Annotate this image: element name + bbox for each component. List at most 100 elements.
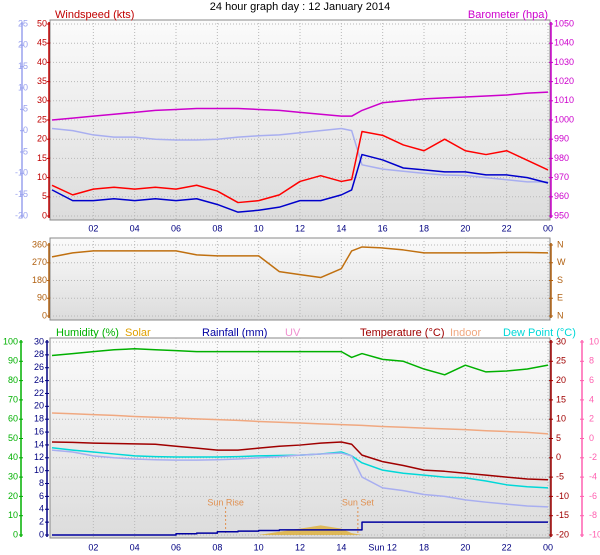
series-line	[51, 130, 549, 204]
x-tick-label: 16	[378, 223, 388, 233]
y4-tick-label: -10	[589, 529, 600, 539]
y-tick-label: 50	[37, 18, 47, 28]
y-tick-label: 80	[8, 375, 18, 385]
x-tick-label: 18	[419, 542, 429, 552]
y-tick-label: 45	[37, 38, 47, 48]
y-tick-label: 5	[42, 191, 47, 201]
y3-tick-label: 25	[18, 18, 28, 28]
x-tick-label: 14	[336, 542, 346, 552]
legend-entry: Humidity (%)	[56, 327, 119, 339]
x-tick-label: 20	[460, 223, 470, 233]
y2-tick-label: 1030	[554, 57, 574, 67]
y-tick-label: 360	[32, 239, 47, 249]
y2-tick-label: 2	[39, 517, 44, 527]
y3-tick-label: 0	[23, 125, 28, 135]
legend-entry: Solar	[125, 327, 151, 339]
y3-tick-label: 20	[18, 40, 28, 50]
y2-tick-label: 1010	[554, 95, 574, 105]
y2-tick-label: 20	[34, 401, 44, 411]
y4-tick-label: -2	[589, 452, 597, 462]
y-axis-label: Windspeed (kts)	[55, 9, 134, 21]
x-tick-label: 02	[88, 223, 98, 233]
y3-tick-label: 25	[556, 356, 566, 366]
x-tick-label: 18	[419, 223, 429, 233]
y2-tick-label: 16	[34, 426, 44, 436]
y3-tick-label: 0	[556, 452, 561, 462]
y-tick-label: 25	[37, 114, 47, 124]
y2-tick-label: 12	[34, 452, 44, 462]
y3-tick-label: -5	[556, 471, 564, 481]
y2-tick-label: 18	[34, 414, 44, 424]
y-tick-label: 30	[8, 471, 18, 481]
y-tick-label: 20	[37, 134, 47, 144]
x-tick-label: 22	[502, 223, 512, 233]
series-line	[51, 91, 549, 121]
series-line	[51, 449, 549, 508]
y4-tick-label: -6	[589, 491, 597, 501]
y-tick-label: 30	[37, 95, 47, 105]
y3-tick-label: -20	[15, 210, 28, 220]
y-tick-label: 0	[42, 310, 47, 320]
y3-tick-label: -10	[15, 168, 28, 178]
y4-tick-label: 6	[589, 375, 594, 385]
y2-tick-label: 8	[39, 478, 44, 488]
series-line	[51, 246, 549, 279]
y2-tick-label: 14	[34, 439, 44, 449]
x-tick-label: 00	[543, 542, 553, 552]
y4-tick-label: 2	[589, 414, 594, 424]
series-line	[51, 127, 548, 183]
legend-entry: Indoor	[450, 327, 482, 339]
y2-tick-label: 10	[34, 465, 44, 475]
y4-tick-label: 4	[589, 394, 594, 404]
y-tick-label: 10	[8, 510, 18, 520]
x-tick-label: 06	[171, 223, 181, 233]
y2-tick-label: 26	[34, 362, 44, 372]
y-tick-label: 40	[37, 57, 47, 67]
x-tick-label: 22	[502, 542, 512, 552]
series-line	[51, 441, 549, 481]
y2-tick-label: 4	[39, 504, 44, 514]
y2-tick-label: 6	[39, 491, 44, 501]
y4-tick-label: 8	[589, 356, 594, 366]
y-tick-label: 10	[37, 172, 47, 182]
y3-tick-label: -20	[556, 529, 569, 539]
y-tick-label: 70	[8, 394, 18, 404]
series-line	[51, 348, 549, 376]
y3-tick-label: 10	[556, 414, 566, 424]
legend-entry: Rainfall (mm)	[202, 327, 267, 339]
x-tick-label: 00	[543, 223, 553, 233]
y2-tick-label: 22	[34, 388, 44, 398]
y2-tick-label: 1000	[554, 114, 574, 124]
y2-tick-label: N	[557, 310, 564, 320]
y2-tick-label: 980	[554, 153, 569, 163]
x-tick-label: 12	[295, 223, 305, 233]
y3-tick-label: -15	[15, 189, 28, 199]
y3-tick-label: 20	[556, 375, 566, 385]
x-tick-label: 12	[295, 542, 305, 552]
y3-tick-label: 5	[23, 104, 28, 114]
y-tick-label: 90	[8, 356, 18, 366]
y-tick-label: 60	[8, 414, 18, 424]
y2-axis-label: Barometer (hpa)	[468, 9, 548, 21]
y-tick-label: 0	[13, 529, 18, 539]
annotation: Sun Rise	[207, 497, 244, 507]
y3-tick-label: 5	[556, 433, 561, 443]
y2-tick-label: 1040	[554, 38, 574, 48]
y2-tick-label: 30	[34, 336, 44, 346]
y2-tick-label: 1020	[554, 76, 574, 86]
x-tick-label: 14	[336, 223, 346, 233]
annotation: Sun Set	[342, 497, 375, 507]
x-tick-label: 04	[130, 542, 140, 552]
y-tick-label: 270	[32, 257, 47, 267]
y2-tick-label: 28	[34, 349, 44, 359]
y2-tick-label: 970	[554, 172, 569, 182]
y2-tick-label: E	[557, 293, 563, 303]
legend-entry: Temperature (°C)	[360, 327, 444, 339]
y2-tick-label: W	[557, 257, 566, 267]
series-line	[51, 412, 549, 435]
series-line	[52, 521, 548, 536]
chart-title: 24 hour graph day : 12 January 2014	[210, 1, 390, 13]
y3-tick-label: 15	[18, 61, 28, 71]
x-tick-label: 20	[460, 542, 470, 552]
